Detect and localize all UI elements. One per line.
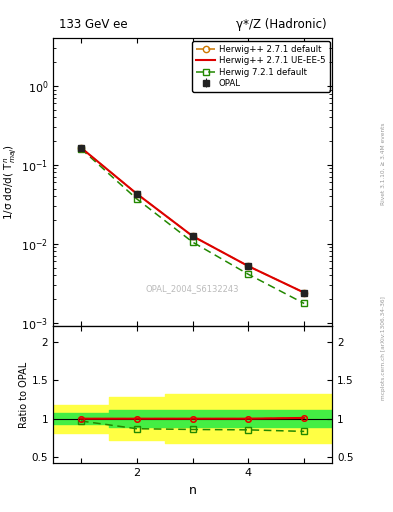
Herwig 7.2.1 default <box>79 145 83 152</box>
Herwig++ 2.7.1 default <box>246 263 251 269</box>
Y-axis label: Ratio to OPAL: Ratio to OPAL <box>19 361 29 428</box>
Herwig++ 2.7.1 UE-EE-5 <box>246 263 251 269</box>
Herwig 7.2.1 default <box>302 301 307 307</box>
Herwig 7.2.1 default <box>134 196 139 202</box>
Text: 133 GeV ee: 133 GeV ee <box>59 18 127 31</box>
Legend: Herwig++ 2.7.1 default, Herwig++ 2.7.1 UE-EE-5, Herwig 7.2.1 default, OPAL: Herwig++ 2.7.1 default, Herwig++ 2.7.1 U… <box>192 41 329 92</box>
Text: γ*/Z (Hadronic): γ*/Z (Hadronic) <box>236 18 327 31</box>
Herwig++ 2.7.1 default <box>134 190 139 197</box>
Herwig++ 2.7.1 UE-EE-5 <box>134 190 139 197</box>
Herwig++ 2.7.1 default <box>190 233 195 239</box>
Text: Rivet 3.1.10, ≥ 3.4M events: Rivet 3.1.10, ≥ 3.4M events <box>381 122 386 205</box>
Y-axis label: 1/σ dσ/d( T$^n_{maj}$): 1/σ dσ/d( T$^n_{maj}$) <box>2 144 18 220</box>
Herwig++ 2.7.1 UE-EE-5 <box>190 233 195 239</box>
Herwig++ 2.7.1 default <box>302 290 307 296</box>
Text: mcplots.cern.ch [arXiv:1306.34-36]: mcplots.cern.ch [arXiv:1306.34-36] <box>381 296 386 400</box>
Line: Herwig 7.2.1 default: Herwig 7.2.1 default <box>78 145 307 307</box>
Herwig 7.2.1 default <box>190 239 195 245</box>
Text: OPAL_2004_S6132243: OPAL_2004_S6132243 <box>146 284 239 293</box>
Line: Herwig++ 2.7.1 UE-EE-5: Herwig++ 2.7.1 UE-EE-5 <box>81 147 304 293</box>
X-axis label: n: n <box>189 484 196 497</box>
Herwig++ 2.7.1 UE-EE-5 <box>79 144 83 151</box>
Herwig 7.2.1 default <box>246 271 251 278</box>
Herwig++ 2.7.1 default <box>79 144 83 151</box>
Herwig++ 2.7.1 UE-EE-5 <box>302 290 307 296</box>
Line: Herwig++ 2.7.1 default: Herwig++ 2.7.1 default <box>78 144 307 296</box>
